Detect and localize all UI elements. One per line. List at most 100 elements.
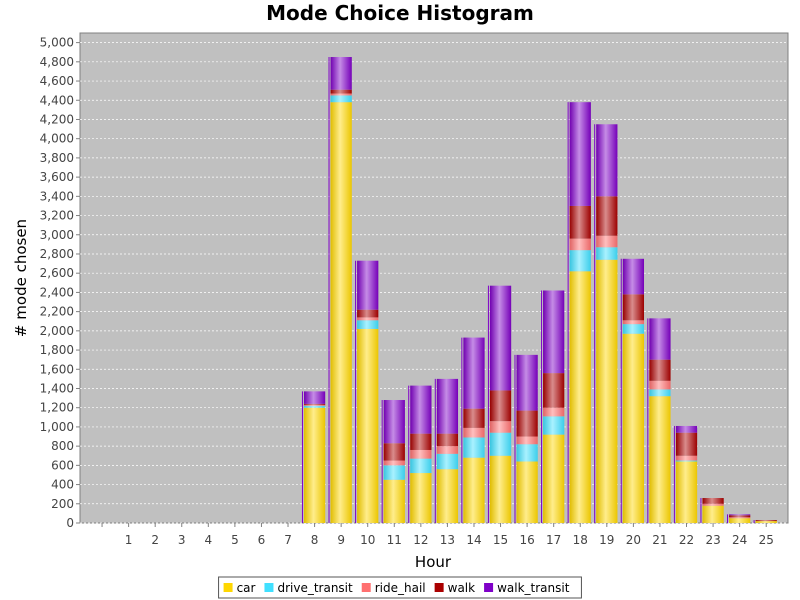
bar-drive_transit [330,95,352,103]
bar-walk [330,89,352,94]
bar-drive_transit [569,250,591,272]
bar-walk [357,309,379,318]
y-tick-label: 1,800 [40,343,74,357]
bar-drive_transit [383,465,405,480]
bar-car [596,259,618,523]
bar-ride_hail [596,235,618,248]
bar-walk [729,515,751,518]
bar-drive_transit [516,444,538,462]
legend-label-ride_hail: ride_hail [375,581,426,595]
y-tick-label: 4,600 [40,74,74,88]
y-tick-label: 1,600 [40,362,74,376]
bar-car [489,455,512,523]
legend-swatch-walk [434,583,444,592]
bar-ride_hail [410,449,432,459]
x-tick-label: 12 [413,533,428,547]
x-tick-label: 24 [732,533,747,547]
x-tick-label: 14 [466,533,481,547]
x-tick-label: 21 [652,533,667,547]
y-tick-label: 4,000 [40,132,74,146]
bar-ride_hail [622,320,645,325]
bar-drive_transit [303,405,326,408]
bar-stack [514,354,538,523]
y-tick-label: 3,600 [40,170,74,184]
bar-walk_transit [330,57,352,90]
bar-car [463,457,485,523]
bar-walk [303,403,326,405]
bar-walk [516,410,538,437]
bar-walk_transit [729,514,751,516]
bar-car [543,434,565,523]
x-tick-label: 16 [519,533,534,547]
bar-walk_transit [675,425,698,433]
bar-car [649,396,671,523]
bar-stack [700,498,724,523]
bar-stack [434,378,459,523]
bar-ride_hail [649,380,671,390]
bar-car [675,461,698,523]
x-tick-label: 20 [626,533,641,547]
legend-swatch-car [223,583,233,592]
bar-car [357,328,379,523]
x-axis: 1 2 3 4 5 6 7 8 9 10 11 12 13 14 15 16 17 18 19 20 21 22 23 24 2… [101,523,774,547]
bar-walk [436,433,459,447]
x-tick-label: 2 [151,533,159,547]
y-tick-label: 2,000 [40,324,74,338]
x-tick-label: 1 [125,533,133,547]
bar-stack [487,285,512,523]
chart-title: Mode Choice Histogram [266,1,534,25]
bar-walk_transit [383,400,405,444]
y-tick-label: 2,200 [40,305,74,319]
bar-ride_hail [702,503,724,506]
bar-stack [673,425,698,523]
bar-walk_transit [622,258,645,295]
x-tick-label: 23 [705,533,720,547]
bar-ride_hail [675,455,698,461]
legend-swatch-walk_transit [484,583,494,592]
bar-stack [594,124,618,523]
bar-stack [408,385,432,523]
bar-walk [675,432,698,456]
bar-walk [596,196,618,236]
bar-drive_transit [649,389,671,397]
y-tick-label: 4,200 [40,112,74,126]
y-tick-label: 800 [51,439,74,453]
bar-stack [541,290,565,523]
bar-walk [702,498,724,504]
x-tick-label: 3 [178,533,186,547]
bar-car [755,521,777,523]
bar-ride_hail [330,93,352,96]
bar-ride_hail [516,436,538,445]
y-axis-title: # mode chosen [12,219,30,337]
legend-swatch-drive_transit [264,583,274,592]
bar-drive_transit [543,416,565,435]
bar-ride_hail [303,404,326,406]
bar-car [383,479,405,523]
legend-label-car: car [237,581,256,595]
legend-box [218,576,582,599]
bar-drive_transit [675,460,698,462]
bar-ride_hail [383,460,405,466]
bar-car [702,505,724,523]
bar-walk_transit [436,378,459,434]
x-tick-label: 8 [311,533,319,547]
bar-walk [489,390,512,422]
y-tick-label: 1,400 [40,381,74,395]
bar-stack [753,520,777,523]
bar-car [729,518,751,523]
bar-ride_hail [543,407,565,417]
bar-car [516,461,538,523]
x-tick-label: 7 [284,533,292,547]
y-tick-label: 3,000 [40,228,74,242]
bar-stack [355,260,379,523]
legend-label-drive_transit: drive_transit [277,581,353,595]
x-tick-label: 4 [204,533,212,547]
x-tick-label: 10 [360,533,375,547]
bar-ride_hail [357,317,379,321]
x-tick-label: 18 [573,533,588,547]
y-tick-label: 2,800 [40,247,74,261]
bar-walk_transit [543,290,565,374]
bar-drive_transit [410,458,432,474]
bar-walk [383,443,405,461]
